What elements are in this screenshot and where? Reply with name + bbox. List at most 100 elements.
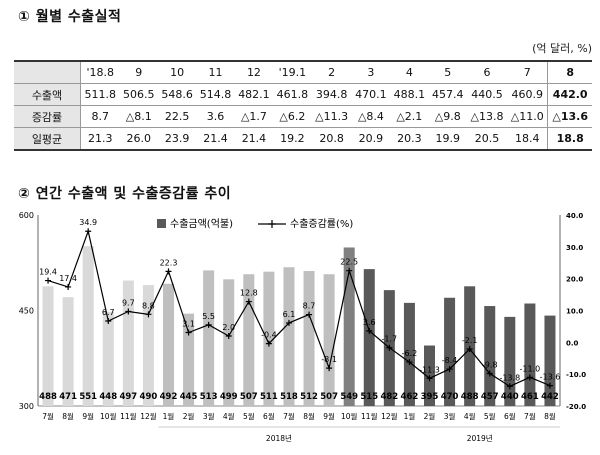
growth-marker	[306, 311, 313, 318]
table-cell: 8.7	[80, 105, 120, 128]
export-bar	[283, 267, 295, 406]
growth-marker	[225, 332, 232, 339]
bar-value-label: 518	[280, 392, 298, 402]
growth-marker	[185, 329, 192, 336]
x-tick-label: 11월	[361, 411, 378, 421]
unit-label: (억 달러, %)	[532, 42, 592, 55]
chart-legend: 수출금액(억불) 수출증감률(%)	[157, 218, 353, 230]
export-bar	[163, 283, 174, 406]
growth-value-label: -13.8	[499, 373, 520, 382]
growth-marker	[265, 340, 272, 347]
table-cell: 19.2	[273, 127, 312, 151]
x-tick-label: 8월	[303, 411, 315, 421]
x-tick-label: 6월	[504, 411, 516, 421]
table-cell: 21.3	[80, 127, 120, 151]
x-tick-label: 11월	[120, 411, 137, 421]
x-tick-label: 7월	[524, 411, 536, 421]
table-cell: 18.4	[507, 127, 548, 151]
export-bar	[183, 313, 195, 406]
growth-marker	[85, 228, 92, 235]
growth-marker	[486, 370, 493, 377]
table-cell: 20.5	[466, 127, 508, 151]
export-bar	[363, 269, 375, 406]
right-axis-tick-label: 40.0	[566, 212, 583, 220]
table-header-cell: 8	[547, 60, 592, 84]
x-tick-label: 5월	[484, 411, 496, 421]
table-cell: 21.4	[234, 127, 274, 151]
table-cell: 3.6	[196, 105, 235, 128]
table-row-export: 수출액 511.8 506.5 548.6 514.8 482.1 461.8 …	[14, 83, 592, 106]
export-bar	[504, 316, 516, 406]
table-cell: △9.8	[428, 105, 467, 128]
bar-value-label: 507	[240, 392, 258, 402]
growth-value-label: -6.2	[402, 349, 418, 358]
table-header-cell: 4	[390, 60, 429, 84]
export-bar	[263, 271, 275, 406]
bar-value-label: 551	[79, 392, 97, 402]
export-bar	[223, 279, 235, 406]
table-cell: △6.2	[273, 105, 312, 128]
export-bar	[343, 247, 355, 406]
growth-value-label: 3.6	[363, 318, 376, 327]
x-tick-label: 3월	[444, 411, 456, 421]
table-header-cell: '19.1	[273, 60, 312, 84]
table-cell: 22.5	[157, 105, 197, 128]
bar-value-label: 442	[541, 392, 559, 402]
growth-marker	[406, 359, 413, 366]
monthly-export-table: '18.8 9 10 11 12 '19.1 2 3 4 5 6 7 8 수출액…	[14, 60, 592, 151]
table-row-growth: 증감률 8.7 △8.1 22.5 3.6 △1.7 △6.2 △11.3 △8…	[14, 105, 592, 128]
growth-marker	[205, 321, 212, 328]
table-cell: 20.3	[390, 127, 429, 151]
growth-marker	[125, 308, 132, 315]
growth-marker	[65, 283, 72, 290]
right-axis-tick-label: 0.0	[566, 339, 579, 347]
table-cell: △8.4	[351, 105, 391, 128]
growth-value-label: 9.7	[122, 298, 135, 307]
table-header-cell: '18.8	[80, 60, 120, 84]
export-trend-chart: 300 450 600 -20.0 -10.0 0.0 10.0 20.0 30.0 40.0 4…	[19, 211, 587, 443]
growth-marker	[45, 277, 52, 284]
x-tick-label: 4월	[223, 411, 235, 421]
x-tick-label: 9월	[323, 411, 335, 421]
export-bar	[444, 297, 456, 406]
legend-line-label: 수출증감률(%)	[290, 218, 353, 230]
x-tick-label: 9월	[82, 411, 94, 421]
bar-value-label: 549	[340, 392, 358, 402]
table-cell: 470.1	[351, 83, 391, 106]
export-bar	[243, 274, 255, 406]
left-axis-tick-label: 450	[19, 307, 34, 316]
export-bar	[42, 286, 54, 406]
table-header-cell: 5	[428, 60, 467, 84]
growth-marker	[546, 382, 553, 389]
table-cell: 23.9	[157, 127, 197, 151]
table-row-daily-average: 일평균 21.3 26.0 23.9 21.4 21.4 19.2 20.8 2…	[14, 127, 592, 151]
export-bar	[303, 271, 315, 406]
table-cell: 488.1	[390, 83, 429, 106]
table-cell: 19.9	[428, 127, 467, 151]
growth-value-label: 5.5	[202, 312, 215, 321]
bar-value-label: 461	[521, 392, 539, 402]
x-tick-label: 12월	[140, 411, 157, 421]
export-bar	[122, 280, 134, 406]
bar-value-label: 395	[421, 392, 439, 402]
x-tick-label: 7월	[283, 411, 295, 421]
x-tick-label: 3월	[203, 411, 215, 421]
bar-value-label: 445	[180, 392, 198, 402]
bar-value-label: 457	[481, 392, 499, 402]
bar-value-label: 482	[380, 392, 398, 402]
growth-marker	[165, 268, 172, 275]
export-bar	[203, 270, 215, 406]
bar-value-label: 492	[160, 392, 178, 402]
left-axis-tick-label: 300	[19, 402, 34, 411]
right-axis-tick-label: 10.0	[566, 308, 583, 316]
table-cell: 482.1	[234, 83, 274, 106]
growth-value-label: -11.0	[520, 364, 541, 373]
year-group-label: 2019년	[467, 433, 493, 443]
table-header-cell: 7	[507, 60, 548, 84]
x-tick-label: 6월	[263, 411, 275, 421]
growth-value-label: 6.1	[283, 310, 296, 319]
x-tick-label: 12월	[381, 411, 398, 421]
x-tick-label: 2월	[424, 411, 436, 421]
table-cell: △11.0	[507, 105, 548, 128]
table-cell: △11.3	[311, 105, 352, 128]
